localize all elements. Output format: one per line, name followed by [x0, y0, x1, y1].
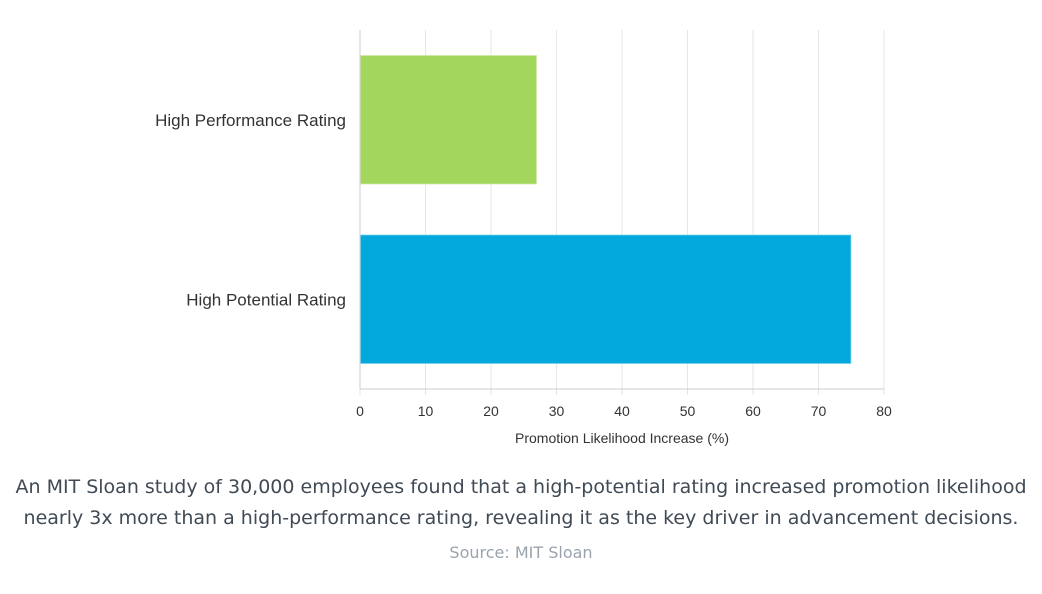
x-tick-label: 20 — [483, 403, 499, 419]
x-tick-label: 70 — [811, 403, 827, 419]
x-tick-label: 80 — [876, 403, 892, 419]
x-tick-label: 0 — [356, 403, 364, 419]
x-axis-title: Promotion Likelihood Increase (%) — [515, 430, 729, 446]
bar-high-performance-rating — [359, 54, 538, 186]
x-tick-label: 40 — [614, 403, 630, 419]
bar-chart: 0 10 20 30 40 50 60 70 80 High Performance Ratin… — [155, 30, 892, 446]
x-tick-label: 60 — [745, 403, 761, 419]
x-tick-labels: 0 10 20 30 40 50 60 70 80 — [356, 403, 892, 419]
x-tick-label: 30 — [549, 403, 565, 419]
bars — [359, 54, 852, 365]
source-note: Source: MIT Sloan — [449, 543, 593, 562]
category-labels: High Performance Rating High Potential Ra… — [155, 111, 346, 310]
category-label: High Performance Rating — [155, 111, 346, 130]
axes — [359, 30, 885, 395]
bar-high-potential-rating — [359, 233, 852, 365]
x-tick-label: 10 — [418, 403, 434, 419]
x-tick-label: 50 — [680, 403, 696, 419]
chart-caption: An MIT Sloan study of 30,000 employees f… — [15, 476, 1027, 529]
category-label: High Potential Rating — [186, 290, 346, 309]
